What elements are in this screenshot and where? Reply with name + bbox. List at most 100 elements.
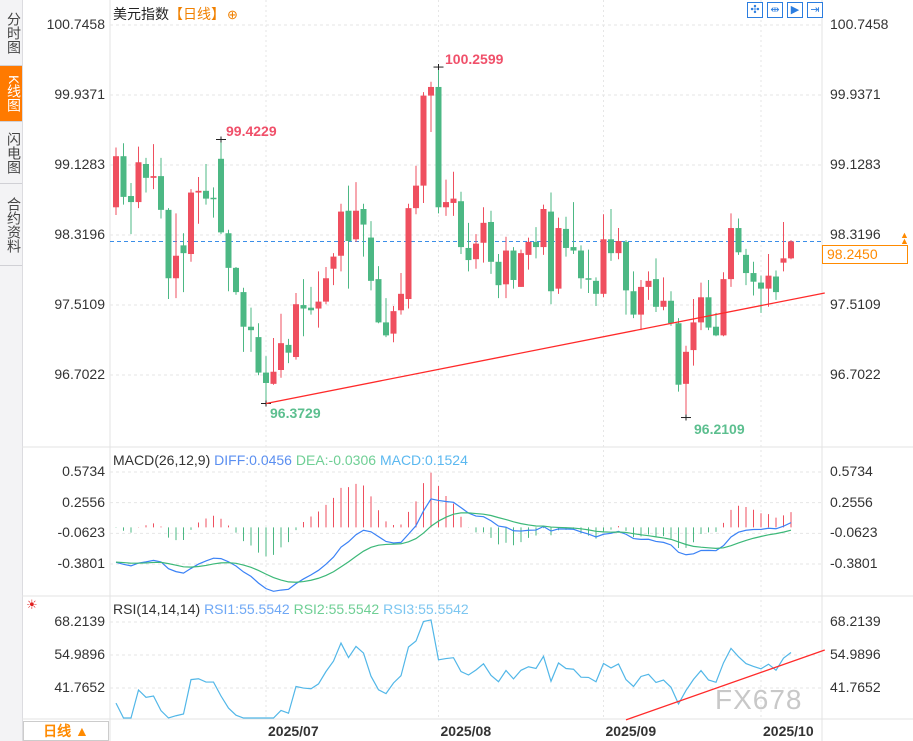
candle-up — [398, 293, 404, 311]
candle-down — [458, 201, 464, 248]
plus-circle-icon[interactable]: ⊕ — [227, 7, 238, 22]
rsi-axis-label-right: 41.7652 — [830, 679, 881, 695]
tab-kline-chart[interactable]: K线图 — [0, 66, 22, 122]
watermark-logo: FX678 — [715, 684, 803, 715]
candle-up — [503, 250, 509, 285]
candle-down — [180, 245, 187, 254]
candle-up — [683, 351, 689, 384]
period-label: 【日线】 — [169, 6, 225, 22]
candle-down — [750, 273, 757, 282]
candle-up — [270, 371, 277, 384]
candle-up — [765, 275, 772, 289]
candle-down — [128, 196, 134, 203]
candle-down — [255, 337, 262, 373]
candle-down — [578, 250, 584, 279]
candle-up — [195, 190, 202, 193]
candle-up — [788, 241, 794, 259]
macd-diff-line — [115, 498, 792, 592]
candle-down — [345, 210, 352, 242]
candle-up — [473, 243, 479, 260]
rsi-axis-label-left: 68.2139 — [54, 613, 105, 629]
candle-down — [510, 250, 517, 280]
candle-up — [353, 210, 359, 240]
tab-time-chart[interactable]: 分时图 — [0, 0, 22, 66]
candle-up — [390, 311, 397, 334]
tab-flash-chart[interactable]: 闪电图 — [0, 122, 22, 184]
candle-down — [368, 237, 374, 281]
macd-dea-label: DEA:-0.0306 — [295, 452, 377, 468]
candle-down — [375, 279, 382, 323]
annotation-low-2: 96.2109 — [694, 421, 745, 437]
candle-up — [330, 256, 337, 269]
candle-up — [555, 228, 562, 289]
indicator-settings-icon[interactable]: ☀ — [26, 597, 38, 612]
candle-up — [600, 239, 607, 294]
period-selector[interactable]: 日线 ▲ — [23, 721, 109, 741]
macd-axis-label-left: -0.3801 — [57, 555, 105, 571]
x-axis-label: 2025/08 — [440, 723, 492, 739]
candle-up — [293, 304, 299, 358]
tab-contract-info[interactable]: 合约资料 — [0, 184, 22, 266]
candle-down — [165, 209, 172, 279]
rsi-legend: RSI(14,14,14) RSI1:55.5542 RSI2:55.5542 … — [113, 601, 469, 617]
x-axis-label: 2025/07 — [268, 723, 319, 739]
candle-up — [690, 322, 697, 351]
candle-down — [300, 305, 307, 309]
macd-dea-line — [115, 512, 792, 583]
candle-down — [743, 254, 749, 274]
candle-up — [323, 278, 329, 302]
macd-axis-label-right: -0.0623 — [830, 524, 878, 541]
candle-down — [210, 197, 217, 200]
sidebar: 分时图 K线图 闪电图 合约资料 — [0, 0, 23, 741]
price-axis-label-left: 99.9371 — [54, 85, 105, 102]
crosshair-icon[interactable]: ✣ — [747, 2, 763, 18]
rsi-axis-label-right: 68.2139 — [830, 613, 881, 629]
candle-down — [705, 297, 712, 328]
candle-down — [668, 300, 674, 324]
candle-up — [525, 241, 532, 255]
candle-up — [660, 300, 667, 307]
jump-to-end-icon[interactable]: ⇥ — [807, 2, 823, 18]
candle-up — [135, 162, 142, 203]
candle-up — [113, 156, 119, 208]
price-axis-label-right: 97.5109 — [830, 296, 881, 312]
rsi-trendline — [625, 649, 825, 721]
macd-diff-label: DIFF:0.0456 — [214, 452, 292, 468]
candle-up — [480, 222, 487, 243]
candle-down — [383, 322, 389, 336]
candle-up — [698, 297, 704, 323]
candle-down — [225, 233, 232, 268]
candle-up — [315, 301, 322, 309]
zoom-range-icon[interactable]: ⇹ — [767, 2, 783, 18]
candle-down — [143, 163, 149, 178]
candle-down — [240, 292, 247, 327]
candle-up — [450, 198, 457, 203]
chevron-up-icon: ▲ ▲ — [900, 230, 909, 246]
rsi-line — [115, 619, 792, 719]
play-forward-icon[interactable]: ▶ — [787, 2, 803, 18]
price-trendline — [265, 292, 825, 405]
candle-up — [780, 258, 787, 263]
candle-down — [435, 86, 442, 208]
macd-axis-label-left: 0.2556 — [62, 493, 105, 510]
price-axis-label-left: 97.5109 — [54, 296, 105, 312]
candle-up — [420, 95, 427, 186]
rsi1-label: RSI1:55.5542 — [204, 601, 290, 617]
price-axis-label-left: 96.7022 — [54, 366, 105, 382]
macd-legend: MACD(26,12,9) DIFF:0.0456 DEA:-0.0306 MA… — [113, 452, 468, 468]
candle-down — [465, 247, 472, 261]
rsi-axis-label-left: 54.9896 — [54, 645, 105, 662]
symbol-title: 美元指数 — [113, 6, 169, 22]
rsi-axis-label-right: 54.9896 — [830, 645, 881, 662]
macd-axis-label-left: -0.0623 — [57, 524, 105, 541]
candle-down — [203, 190, 209, 199]
price-axis-label-right: 99.9371 — [830, 85, 881, 102]
candle-down — [120, 156, 127, 197]
candle-down — [653, 279, 659, 307]
price-axis-label-left: 99.1283 — [54, 156, 105, 172]
candle-up — [428, 86, 434, 96]
macd-title: MACD(26,12,9) — [113, 452, 211, 468]
price-axis-label-right: 99.1283 — [830, 156, 881, 172]
candle-down — [675, 323, 682, 385]
